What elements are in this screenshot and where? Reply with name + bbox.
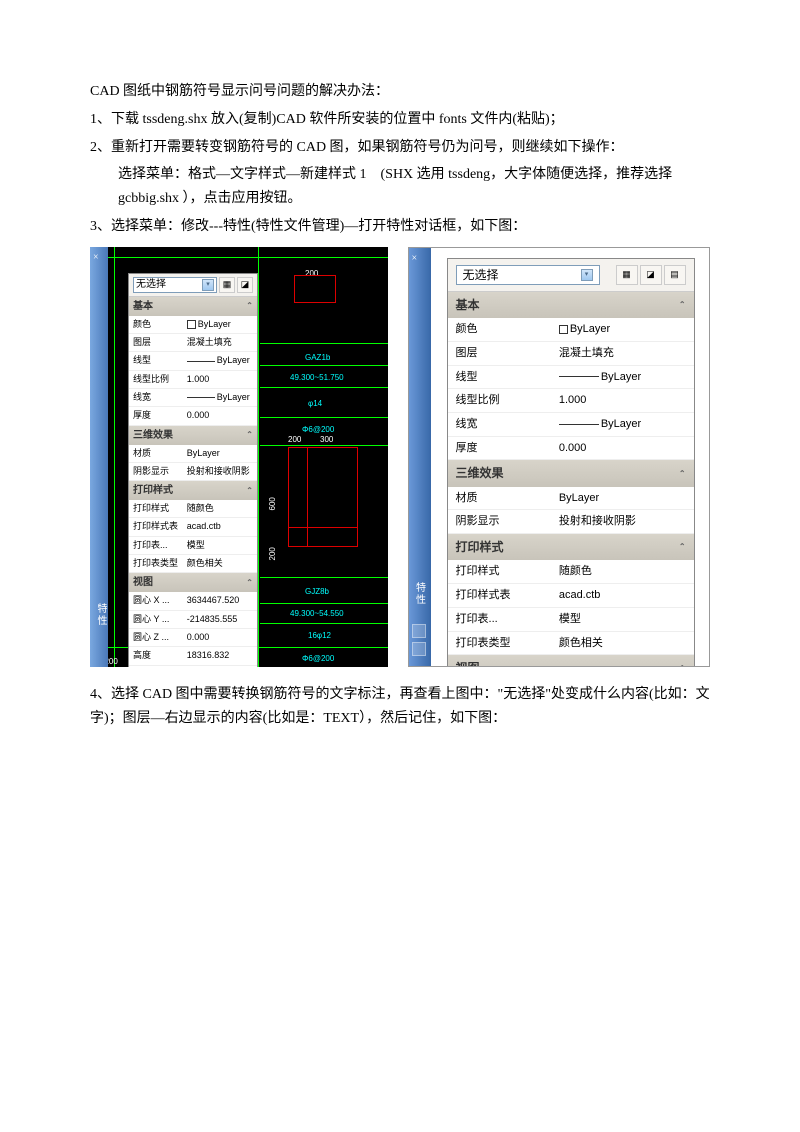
- prop-row[interactable]: 颜色ByLayer: [129, 316, 257, 334]
- sidebar-label: 特性: [92, 603, 109, 627]
- prop-row[interactable]: 厚度0.000: [448, 437, 694, 461]
- prop-row[interactable]: 阴影显示投射和接收阴影: [129, 463, 257, 481]
- prop-row[interactable]: 圆心 Y ...-214835.555: [129, 611, 257, 629]
- prop-row[interactable]: 圆心 X ...3634467.520: [129, 592, 257, 610]
- panel-header: 无选择▾ ▦ ◪ ▤: [448, 259, 694, 292]
- section-basic[interactable]: 基本⌃: [129, 297, 257, 316]
- cad-label: Φ6@200: [302, 423, 334, 437]
- toolbar-button[interactable]: ◪: [640, 265, 662, 285]
- cad-label: GJZ8b: [305, 585, 329, 599]
- sidebar-icon[interactable]: [412, 642, 426, 656]
- cad-label: 49.300~51.750: [290, 371, 344, 385]
- prop-row[interactable]: 打印表...模型: [448, 608, 694, 632]
- prop-row[interactable]: 打印样式随颜色: [448, 560, 694, 584]
- sidebar-label: 特性: [411, 582, 428, 606]
- prop-row[interactable]: 线型ByLayer: [129, 352, 257, 370]
- selection-dropdown[interactable]: 无选择▾: [456, 265, 600, 285]
- prop-row[interactable]: 线型比例1.000: [129, 371, 257, 389]
- cad-dim: 200: [288, 433, 301, 447]
- sidebar-icon[interactable]: [412, 624, 426, 638]
- prop-row[interactable]: 打印样式表acad.ctb: [448, 584, 694, 608]
- section-print[interactable]: 打印样式⌃: [129, 481, 257, 500]
- prop-row[interactable]: 厚度0.000: [129, 407, 257, 425]
- cad-label: 49.300~54.550: [290, 607, 344, 621]
- prop-row[interactable]: 颜色ByLayer: [448, 318, 694, 342]
- prop-row[interactable]: 线型ByLayer: [448, 366, 694, 390]
- toolbar-button[interactable]: ▤: [664, 265, 686, 285]
- prop-row[interactable]: 线宽ByLayer: [129, 389, 257, 407]
- cad-label: 16φ12: [308, 629, 331, 643]
- step3: 3、选择菜单：修改---特性(特性文件管理)—打开特性对话框，如下图：: [90, 215, 710, 239]
- close-icon[interactable]: ×: [412, 250, 418, 267]
- prop-row[interactable]: 打印样式表acad.ctb: [129, 518, 257, 536]
- toolbar-button[interactable]: ▦: [616, 265, 638, 285]
- step1: 1、下载 tssdeng.shx 放入(复制)CAD 软件所安装的位置中 fon…: [90, 108, 710, 132]
- step2: 2、重新打开需要转变钢筋符号的 CAD 图，如果钢筋符号仍为问号，则继续如下操作…: [90, 136, 710, 160]
- selection-dropdown[interactable]: 无选择▾: [133, 277, 217, 293]
- close-icon[interactable]: ×: [93, 249, 99, 266]
- step4: 4、选择 CAD 图中需要转换钢筋符号的文字标注，再查看上图中："无选择"处变成…: [90, 683, 710, 731]
- cad-screenshot-left: 200 200 300 600 200 6200 GAZ1b 49.300~51…: [90, 247, 388, 667]
- screenshot-row: 200 200 300 600 200 6200 GAZ1b 49.300~51…: [90, 247, 710, 667]
- panel-header: 无选择▾ ▦ ◪: [129, 274, 257, 297]
- section-print[interactable]: 打印样式⌃: [448, 534, 694, 560]
- section-3d[interactable]: 三维效果⌃: [129, 426, 257, 445]
- cad-label: φ14: [308, 397, 322, 411]
- panel-sidebar: × 特性: [409, 248, 431, 666]
- prop-row[interactable]: 打印表...模型: [129, 537, 257, 555]
- prop-row[interactable]: 图层混凝土填充: [129, 334, 257, 352]
- prop-row[interactable]: 阴影显示投射和接收阴影: [448, 510, 694, 534]
- prop-row[interactable]: 材质ByLayer: [448, 487, 694, 511]
- properties-panel-small: 无选择▾ ▦ ◪ 基本⌃ 颜色ByLayer 图层混凝土填充 线型ByLayer…: [128, 273, 258, 667]
- prop-row[interactable]: 线宽ByLayer: [448, 413, 694, 437]
- prop-row[interactable]: 材质ByLayer: [129, 445, 257, 463]
- cad-dim: 200: [266, 547, 280, 560]
- prop-row[interactable]: 图层混凝土填充: [448, 342, 694, 366]
- cad-label: Φ6@200: [302, 652, 334, 666]
- properties-panel-large: 无选择▾ ▦ ◪ ▤ 基本⌃ 颜色ByLayer 图层混凝土填充 线型ByLay…: [447, 258, 695, 667]
- toolbar-button[interactable]: ▦: [219, 277, 235, 293]
- section-view[interactable]: 视图⌃: [129, 573, 257, 592]
- section-view[interactable]: 视图⌃: [448, 655, 694, 667]
- panel-sidebar: × 特性: [90, 247, 108, 667]
- cad-label: GAZ1b: [305, 351, 330, 365]
- section-3d[interactable]: 三维效果⌃: [448, 460, 694, 486]
- section-basic[interactable]: 基本⌃: [448, 292, 694, 318]
- cad-dim: 600: [266, 497, 280, 510]
- prop-row[interactable]: 线型比例1.000: [448, 389, 694, 413]
- prop-row[interactable]: 圆心 Z ...0.000: [129, 629, 257, 647]
- prop-row[interactable]: 高度18316.832: [129, 647, 257, 665]
- prop-row[interactable]: 宽度33113.233: [129, 666, 257, 667]
- cad-screenshot-right: × 特性 无选择▾ ▦ ◪ ▤ 基本⌃ 颜色ByLayer 图层混凝土填充 线型…: [408, 247, 710, 667]
- toolbar-button[interactable]: ◪: [237, 277, 253, 293]
- step2b: 选择菜单：格式—文字样式—新建样式 1 (SHX 选用 tssdeng，大字体随…: [90, 163, 710, 211]
- prop-row[interactable]: 打印表类型颜色相关: [129, 555, 257, 573]
- title: CAD 图纸中钢筋符号显示问号问题的解决办法：: [90, 80, 710, 104]
- prop-row[interactable]: 打印样式随颜色: [129, 500, 257, 518]
- prop-row[interactable]: 打印表类型颜色相关: [448, 632, 694, 656]
